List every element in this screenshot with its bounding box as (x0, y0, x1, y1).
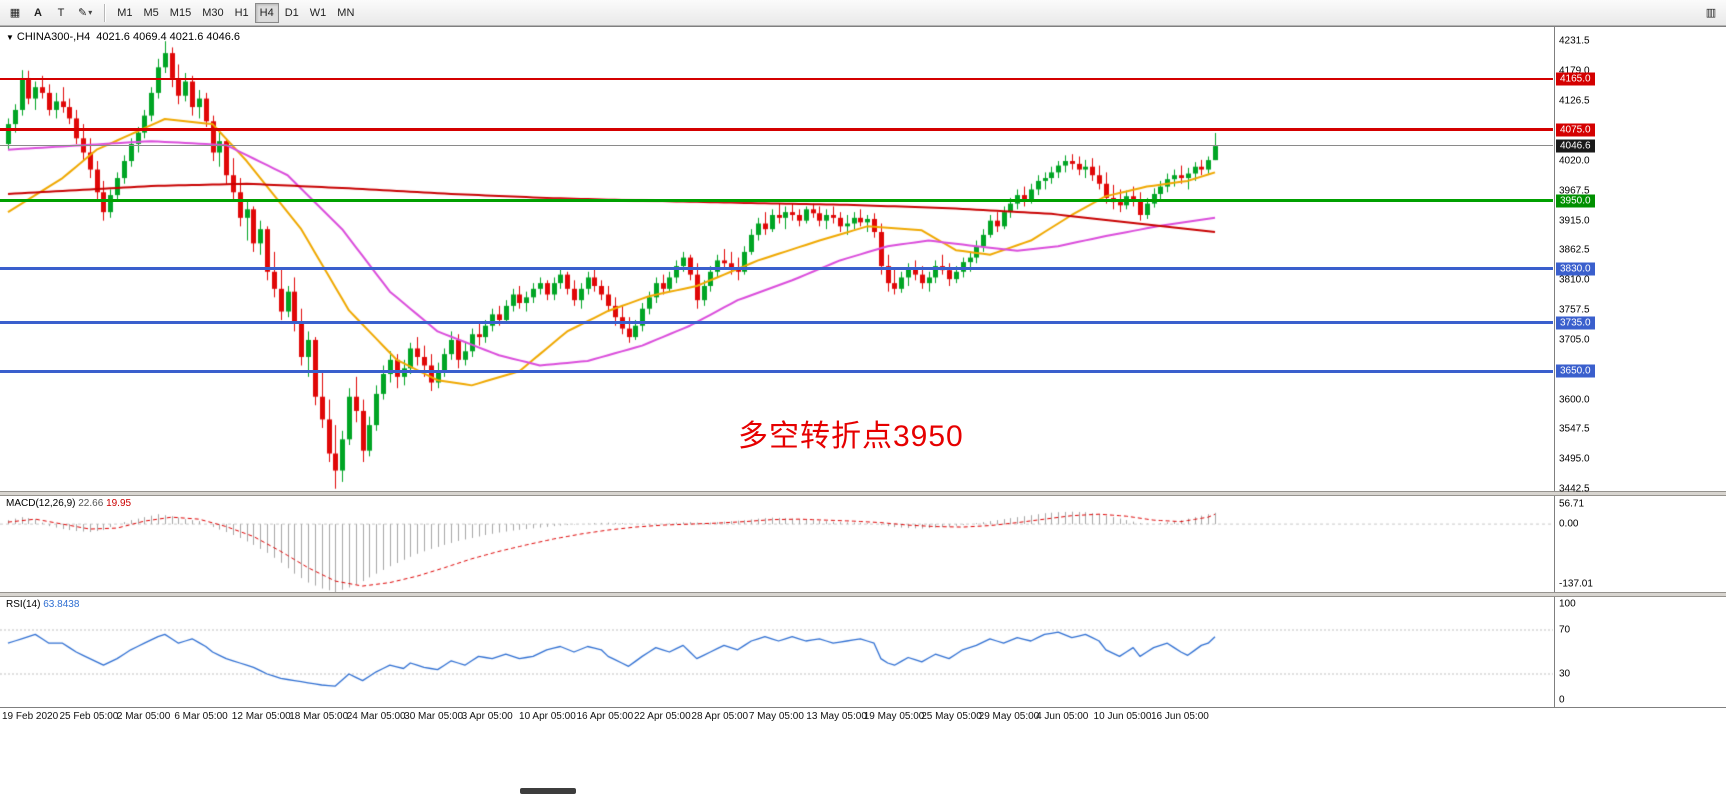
drawing-tools-group: ▦ A T ✎ ▾ (4, 3, 97, 23)
macd-signal-value: 19.95 (106, 498, 132, 509)
time-label: 19 Feb 2020 (2, 711, 59, 722)
price-tick: 3495.0 (1559, 453, 1590, 465)
rsi-tick: 30 (1559, 668, 1571, 680)
time-label: 16 Jun 05:00 (1151, 711, 1209, 722)
price-tick: 3442.5 (1559, 483, 1590, 495)
timeframe-m30[interactable]: M30 (197, 3, 228, 23)
price-tick: 3600.0 (1559, 394, 1590, 406)
level-badge-3950.0: 3950.0 (1556, 194, 1595, 208)
time-axis[interactable]: 19 Feb 2020 25 Feb 05:00 2 Mar 05:00 6 Mar … (0, 707, 1726, 725)
time-label: 4 Jun 05:00 (1036, 711, 1089, 722)
time-label: 29 May 05:00 (978, 711, 1040, 722)
timeframe-m15[interactable]: M15 (165, 3, 196, 23)
rsi-tick: 0 (1559, 694, 1565, 706)
rsi-value: 63.8438 (43, 599, 80, 610)
price-axis[interactable]: 4231.5 4179.0 4126.5 4020.0 3967.5 3915.0 3862… (1554, 27, 1726, 495)
time-label: 12 Mar 05:00 (231, 711, 291, 722)
price-tick: 3547.5 (1559, 423, 1590, 435)
panel-divider[interactable] (0, 592, 1726, 597)
time-label: 10 Jun 05:00 (1093, 711, 1152, 722)
rsi-tick: 100 (1559, 598, 1576, 610)
macd-main-value: 22.66 (78, 498, 104, 509)
rsi-axis[interactable]: 100 70 30 0 (1554, 597, 1726, 707)
macd-tick: -137.01 (1559, 578, 1593, 590)
mini-chart-icon[interactable]: ▥ (1700, 3, 1722, 23)
level-badge-3650.0: 3650.0 (1556, 364, 1595, 378)
text-tool-icon[interactable]: T (50, 3, 72, 23)
macd-name: MACD(12,26,9) (6, 498, 76, 509)
main-chart-panel: ▼ CHINA300-,H4 4021.6 4069.4 4021.6 4046.6… (0, 27, 1726, 495)
macd-panel: MACD(12,26,9) 22.66 19.95 56.71 0.00 -137.… (0, 496, 1726, 592)
timeframe-w1[interactable]: W1 (305, 3, 332, 23)
timeframe-mn[interactable]: MN (332, 3, 359, 23)
price-tick: 3967.5 (1559, 185, 1590, 197)
time-label: 13 May 05:00 (806, 711, 867, 722)
chart-title: ▼ CHINA300-,H4 4021.6 4069.4 4021.6 4046.6 (6, 31, 240, 43)
timeframe-h1[interactable]: H1 (230, 3, 254, 23)
level-badge-3830.0: 3830.0 (1556, 262, 1595, 276)
toolbar-separator (104, 3, 106, 22)
macd-tick: 0.00 (1559, 518, 1579, 530)
macd-tick: 56.71 (1559, 498, 1585, 510)
price-tick: 3862.5 (1559, 244, 1590, 256)
level-badge-4075.0: 4075.0 (1556, 123, 1595, 137)
time-label: 28 Apr 05:00 (691, 711, 749, 722)
timeframe-buttons-group: M1 M5 M15 M30 H1 H4 D1 W1 MN (112, 2, 359, 23)
time-label: 25 May 05:00 (921, 711, 982, 722)
label-a-tool-icon[interactable]: A (27, 3, 49, 23)
time-label: 6 Mar 05:00 (174, 711, 228, 722)
level-badge-3735.0: 3735.0 (1556, 316, 1595, 330)
time-label: 30 Mar 05:00 (404, 711, 464, 722)
timeframe-m1[interactable]: M1 (112, 3, 137, 23)
price-tick: 4179.0 (1559, 65, 1590, 77)
draw-tools-icon[interactable]: ✎ ▾ (73, 3, 97, 23)
rsi-tick: 70 (1559, 624, 1571, 636)
price-tick: 3757.5 (1559, 304, 1590, 316)
time-label: 16 Apr 05:00 (576, 711, 634, 722)
price-tick: 3810.0 (1559, 274, 1590, 286)
panel-divider[interactable] (0, 491, 1726, 496)
timeframe-m5[interactable]: M5 (139, 3, 164, 23)
macd-canvas[interactable] (0, 496, 1553, 592)
timeframe-d1[interactable]: D1 (280, 3, 304, 23)
ohlc-values: 4021.6 4069.4 4021.6 4046.6 (96, 31, 241, 43)
price-tick: 4231.5 (1559, 35, 1590, 47)
time-label: 7 May 05:00 (748, 711, 804, 722)
rsi-label: RSI(14) 63.8438 (6, 599, 79, 610)
main-chart-canvas[interactable] (0, 27, 1553, 491)
rsi-canvas[interactable] (0, 597, 1553, 707)
crosshatch-icon[interactable]: ▦ (4, 3, 26, 23)
time-label: 3 Apr 05:00 (461, 711, 513, 722)
time-label: 19 May 05:00 (863, 711, 925, 722)
time-label: 10 Apr 05:00 (519, 711, 576, 722)
level-badge-4165.0: 4165.0 (1556, 72, 1595, 86)
price-tick: 3915.0 (1559, 215, 1590, 227)
chart-window: ▼ CHINA300-,H4 4021.6 4069.4 4021.6 4046.6… (0, 26, 1726, 725)
price-tick: 4020.0 (1559, 155, 1590, 167)
macd-axis[interactable]: 56.71 0.00 -137.01 (1554, 496, 1726, 592)
macd-label: MACD(12,26,9) 22.66 19.95 (6, 498, 131, 509)
bottom-strip (0, 725, 1726, 796)
current-price-badge: 4046.6 (1556, 139, 1595, 153)
symbol-expand-icon[interactable]: ▼ (6, 33, 14, 42)
horizontal-scrollbar-thumb[interactable] (520, 788, 576, 794)
time-label: 25 Feb 05:00 (59, 711, 119, 722)
rsi-panel: RSI(14) 63.8438 100 70 30 0 (0, 597, 1726, 707)
symbol-timeframe: CHINA300-,H4 (16, 31, 91, 43)
price-tick: 3705.0 (1559, 334, 1590, 346)
chart-annotation[interactable]: 多空转折点3950 (738, 420, 964, 453)
dropdown-arrow-icon: ▾ (88, 8, 93, 17)
time-label: 24 Mar 05:00 (346, 711, 406, 722)
time-label: 22 Apr 05:00 (633, 711, 691, 722)
rsi-name: RSI(14) (6, 599, 41, 610)
time-label: 2 Mar 05:00 (116, 711, 171, 722)
time-label: 18 Mar 05:00 (289, 711, 349, 722)
price-tick: 4126.5 (1559, 95, 1590, 107)
timeframe-h4[interactable]: H4 (254, 2, 279, 23)
main-toolbar: ▦ A T ✎ ▾ M1 M5 M15 M30 H1 H4 D1 W1 MN ▥ (0, 0, 1726, 26)
